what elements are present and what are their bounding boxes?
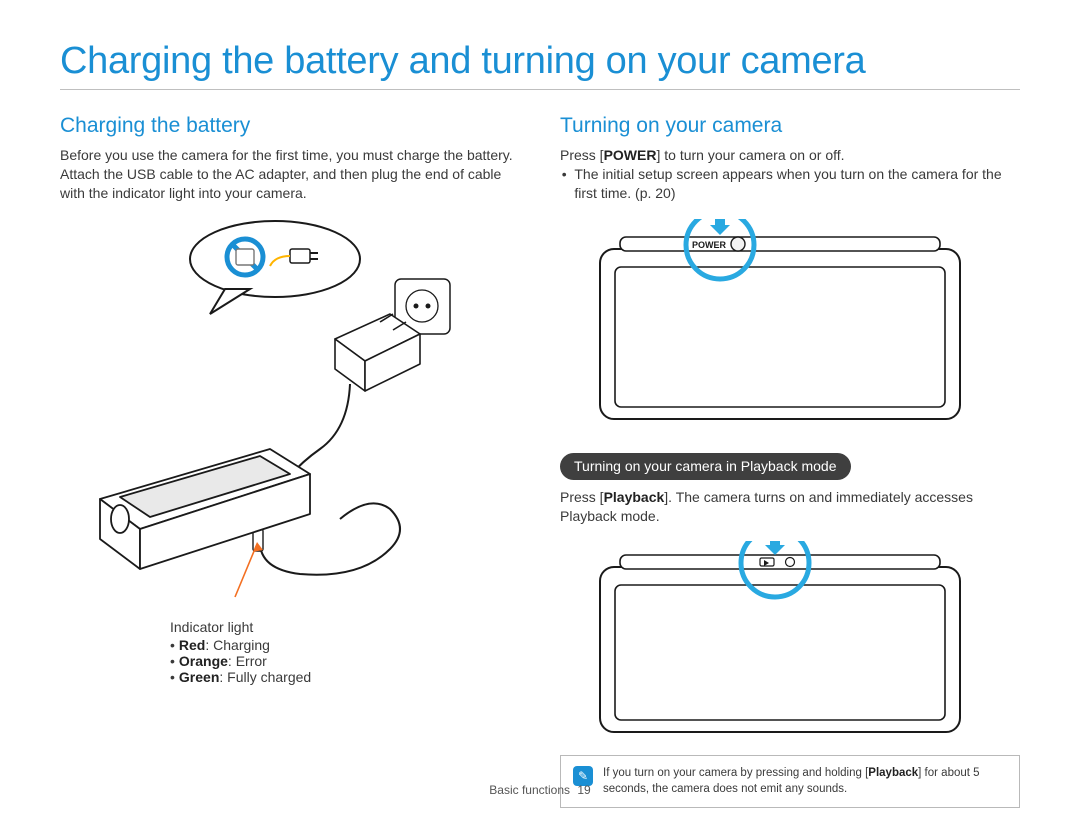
title-rule <box>60 89 1020 90</box>
page-footer: Basic functions 19 <box>0 783 1080 797</box>
note-box: ✎ If you turn on your camera by pressing… <box>560 755 1020 808</box>
power-line: Press [POWER] to turn your camera on or … <box>560 146 1020 165</box>
playback-line: Press [Playback]. The camera turns on an… <box>560 488 1020 526</box>
power-label-text: POWER <box>692 240 727 250</box>
charging-illustration <box>60 219 520 609</box>
turning-on-heading: Turning on your camera <box>560 114 1020 138</box>
right-column: Turning on your camera Press [POWER] to … <box>560 114 1020 808</box>
indicator-red: •Red: Charging <box>170 637 520 653</box>
left-column: Charging the battery Before you use the … <box>60 114 520 808</box>
page-title: Charging the battery and turning on your… <box>60 40 1020 83</box>
playback-illustration <box>560 541 1020 741</box>
power-illustration: POWER <box>560 219 1020 429</box>
indicator-green: •Green: Fully charged <box>170 669 520 685</box>
indicator-light-label: Indicator light <box>170 619 520 635</box>
charging-heading: Charging the battery <box>60 114 520 138</box>
initial-setup-bullet: • The initial setup screen appears when … <box>560 165 1020 203</box>
charging-paragraph: Before you use the camera for the first … <box>60 146 520 203</box>
indicator-orange: •Orange: Error <box>170 653 520 669</box>
indicator-light-block: Indicator light •Red: Charging •Orange: … <box>170 619 520 685</box>
playback-mode-pill: Turning on your camera in Playback mode <box>560 453 851 480</box>
